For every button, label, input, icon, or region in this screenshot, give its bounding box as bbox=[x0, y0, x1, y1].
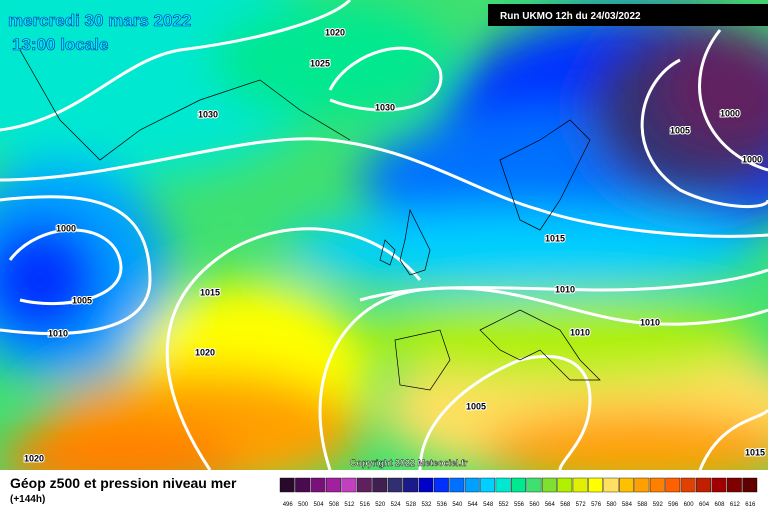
isobar-label: 1000 bbox=[742, 154, 762, 164]
legend-label: 568 bbox=[560, 502, 571, 508]
isobar-label: 1015 bbox=[745, 447, 765, 457]
run-box bbox=[488, 4, 768, 26]
run-info: Run UKMO 12h du 24/03/2022 bbox=[500, 11, 641, 22]
legend-label: 560 bbox=[529, 502, 540, 508]
legend-swatch bbox=[619, 477, 634, 493]
legend-swatch bbox=[295, 477, 311, 493]
isobar-labels: 1020 1025 1030 1030 1000 1005 1010 1015 … bbox=[23, 26, 766, 464]
legend-label: 544 bbox=[468, 502, 479, 508]
legend-swatch bbox=[680, 477, 696, 493]
legend-label: 600 bbox=[684, 502, 695, 508]
legend-swatch bbox=[634, 477, 650, 493]
legend-swatch bbox=[572, 477, 588, 493]
isobar-label: 1020 bbox=[325, 27, 345, 37]
legend-label: 516 bbox=[360, 502, 371, 508]
legend-swatch bbox=[588, 477, 604, 493]
legend-swatch bbox=[403, 477, 418, 493]
legend-swatch bbox=[526, 477, 542, 493]
legend-label: 524 bbox=[391, 502, 402, 508]
legend-label: 584 bbox=[622, 502, 633, 508]
legend-label: 520 bbox=[375, 502, 386, 508]
legend-swatch bbox=[711, 477, 727, 493]
legend-label: 608 bbox=[714, 502, 725, 508]
legend-label: 612 bbox=[730, 502, 741, 508]
legend-label: 580 bbox=[607, 502, 618, 508]
legend-label: 552 bbox=[499, 502, 510, 508]
legend-swatch bbox=[279, 477, 295, 493]
time: 13:00 locale bbox=[12, 35, 108, 54]
legend-swatch bbox=[356, 477, 372, 493]
legend-swatch bbox=[742, 477, 758, 493]
isobar-label: 1010 bbox=[640, 317, 660, 327]
legend-label: 512 bbox=[344, 502, 355, 508]
legend-swatch bbox=[603, 477, 619, 493]
legend-swatch bbox=[665, 477, 681, 493]
legend-label: 596 bbox=[668, 502, 679, 508]
legend-label: 528 bbox=[406, 502, 417, 508]
legend-label: 508 bbox=[329, 502, 340, 508]
date: mercredi 30 mars 2022 bbox=[8, 11, 191, 30]
legend-swatch bbox=[372, 477, 388, 493]
isobar-label: 1020 bbox=[24, 453, 44, 463]
footer-lead: (+144h) bbox=[10, 494, 45, 505]
legend-swatch bbox=[433, 477, 449, 493]
legend-label: 616 bbox=[745, 502, 756, 508]
legend-label: 548 bbox=[483, 502, 494, 508]
legend-label: 604 bbox=[699, 502, 710, 508]
legend-label: 496 bbox=[283, 502, 294, 508]
isobar-lines bbox=[0, 0, 768, 471]
isobar-label: 1005 bbox=[670, 125, 690, 135]
legend-label: 564 bbox=[545, 502, 556, 508]
legend-swatch bbox=[387, 477, 403, 493]
isobar-label: 1015 bbox=[545, 233, 565, 243]
isobar-label: 1005 bbox=[466, 401, 486, 411]
legend-swatch bbox=[480, 477, 496, 493]
legend-swatch bbox=[726, 477, 742, 493]
footer-title: Géop z500 et pression niveau mer bbox=[10, 475, 237, 491]
legend-label: 540 bbox=[452, 502, 463, 508]
legend-swatch bbox=[495, 477, 511, 493]
legend-swatch bbox=[541, 477, 557, 493]
copyright: Copyright 2022 Meteociel.fr bbox=[350, 458, 468, 468]
isobar-label: 1010 bbox=[570, 327, 590, 337]
isobar-label: 1015 bbox=[200, 287, 220, 297]
legend-label: 592 bbox=[653, 502, 664, 508]
isobar-label: 1025 bbox=[310, 58, 330, 68]
legend-label: 588 bbox=[637, 502, 648, 508]
legend: 496 500 504 508 512 516 520 524 528 532 536 540 544 5… bbox=[279, 477, 758, 508]
legend-swatch bbox=[341, 477, 357, 493]
legend-swatch bbox=[310, 477, 326, 493]
legend-label: 504 bbox=[314, 502, 325, 508]
isobar-label: 1000 bbox=[56, 223, 76, 233]
legend-swatch bbox=[649, 477, 665, 493]
legend-swatch bbox=[557, 477, 573, 493]
legend-label: 556 bbox=[514, 502, 525, 508]
isobar-label: 1010 bbox=[555, 284, 575, 294]
isobar-label: 1030 bbox=[375, 102, 395, 112]
legend-swatch bbox=[511, 477, 526, 493]
isobar-label: 1020 bbox=[195, 347, 215, 357]
isobar-label: 1000 bbox=[720, 108, 740, 118]
isobar-label: 1030 bbox=[198, 109, 218, 119]
legend-swatch bbox=[418, 477, 434, 493]
legend-swatch bbox=[449, 477, 465, 493]
legend-label: 532 bbox=[421, 502, 432, 508]
legend-swatch bbox=[696, 477, 711, 493]
legend-swatch bbox=[464, 477, 480, 493]
isobar-label: 1005 bbox=[72, 295, 92, 305]
legend-label: 576 bbox=[591, 502, 602, 508]
legend-label: 536 bbox=[437, 502, 448, 508]
legend-label: 572 bbox=[576, 502, 587, 508]
coastlines bbox=[19, 49, 601, 391]
legend-label: 500 bbox=[298, 502, 309, 508]
isobar-label: 1010 bbox=[48, 328, 68, 338]
legend-swatch bbox=[326, 477, 341, 493]
